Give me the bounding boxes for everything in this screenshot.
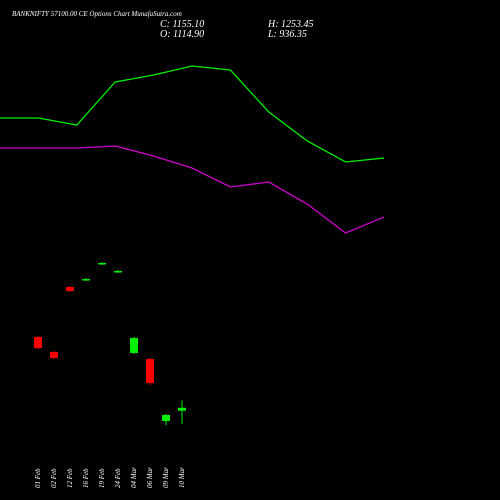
x-tick-label: 24 Feb: [114, 468, 122, 488]
candle-body: [66, 287, 74, 291]
low-info: L: 936.35: [267, 29, 307, 40]
x-tick-label: 06 Mar: [146, 467, 154, 488]
candle-body: [114, 270, 122, 273]
x-tick-label: 02 Feb: [50, 468, 58, 488]
x-tick-label: 19 Feb: [98, 468, 106, 488]
candle-body: [130, 337, 138, 353]
candle-body: [146, 359, 154, 383]
indicator-line: [0, 145, 385, 234]
x-tick-label: 12 Feb: [66, 468, 74, 488]
candle-body: [82, 279, 90, 281]
candle-body: [34, 337, 42, 348]
candle-body: [98, 262, 106, 265]
x-tick-label: 01 Feb: [34, 468, 42, 488]
x-tick-label: 04 Mar: [130, 467, 138, 488]
candle-body: [50, 352, 58, 358]
close-info: C: 1155.10: [160, 19, 204, 30]
candle-body: [162, 414, 170, 422]
open-info: O: 1114.90: [160, 29, 204, 40]
high-info: H: 1253.45: [267, 19, 314, 30]
x-tick-label: 16 Feb: [82, 468, 90, 488]
x-tick-label: 10 Mar: [178, 467, 186, 488]
indicator-line: [0, 65, 385, 163]
candle-body: [178, 407, 186, 411]
chart-title: BANKNIFTY 57100.00 CE Options Chart Muna…: [12, 10, 182, 18]
x-tick-label: 09 Mar: [162, 467, 170, 488]
